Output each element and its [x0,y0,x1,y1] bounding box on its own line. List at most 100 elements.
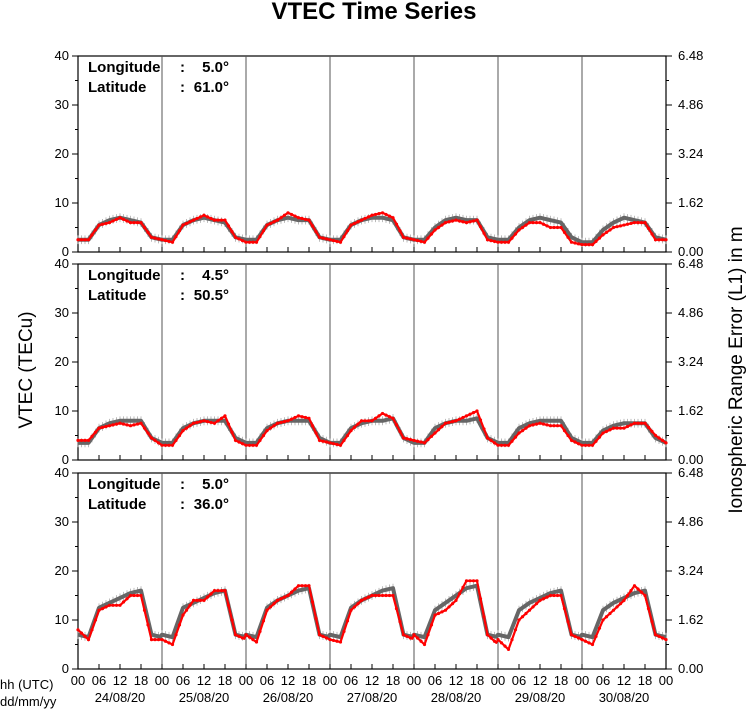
latitude-colon: : [180,287,185,304]
observed-point [499,641,504,645]
longitude-value: 4.5° [202,267,229,284]
date-tick-label: 24/08/20 [95,690,146,705]
observed-point [181,223,185,227]
observed-point [618,602,623,606]
observed-point [121,422,126,426]
observed-point [566,235,570,239]
observed-point [513,628,518,632]
observed-point [562,429,567,433]
observed-point [615,426,619,430]
observed-point [363,597,367,601]
observed-point [205,215,210,219]
observed-point [240,442,245,446]
observed-point [139,421,143,425]
observed-point [163,443,168,447]
observed-point [608,228,612,232]
observed-point [436,225,441,230]
observed-point [429,623,434,627]
observed-point [321,236,325,240]
observed-point [541,597,546,601]
observed-point [524,611,528,616]
observed-point [324,440,329,444]
longitude-colon: : [180,59,185,76]
y-tick-label: 20 [55,146,69,161]
y-tick-label-right: 0.00 [678,452,703,467]
observed-point [587,243,591,247]
hour-tick-label: 06 [428,673,442,688]
observed-point [639,221,644,225]
observed-point [573,440,577,444]
observed-point [289,590,294,594]
observed-point [209,216,213,221]
y-tick-label-right: 0.00 [678,244,703,259]
observed-point [303,217,308,221]
observed-point [601,233,605,237]
observed-point [177,229,182,233]
observed-point [625,222,630,226]
hour-tick-label: 18 [554,673,568,688]
observed-point [191,218,196,222]
observed-point [380,593,385,598]
y-tick-label: 30 [55,97,69,112]
observed-point [499,443,504,447]
observed-point [457,592,462,596]
observed-point [114,422,119,426]
observed-point [377,593,381,598]
observed-point [118,216,122,220]
observed-point [426,437,430,442]
observed-point [149,235,154,239]
observed-point [503,240,507,244]
observed-point [496,638,500,642]
observed-point [569,633,574,637]
observed-point [125,219,129,223]
y-tick-label-right: 4.86 [678,97,703,112]
observed-point [419,639,423,643]
observed-point [503,443,507,447]
observed-point [496,240,500,244]
observed-point [209,592,213,596]
hour-tick-label: 12 [533,673,547,688]
hour-tick-label: 12 [197,673,211,688]
observed-point [349,608,353,612]
hour-tick-label: 12 [281,673,295,688]
observed-point [632,584,637,588]
observed-point [121,600,126,604]
y-tick-label-right: 3.24 [678,146,703,161]
observed-point [618,224,623,228]
observed-point [359,419,364,423]
observed-point [202,213,206,217]
observed-point [314,616,318,620]
hour-tick-label: 00 [659,673,673,688]
date-tick-label: 26/08/20 [263,690,314,705]
observed-point [128,593,133,598]
observed-point [576,636,581,640]
observed-point [408,237,413,241]
observed-point [352,221,357,226]
observed-point [345,619,350,623]
observed-point [622,598,626,603]
y-tick-label: 0 [62,244,69,259]
observed-point [517,618,521,622]
observed-point [132,221,136,225]
observed-point [181,429,185,433]
observed-point [590,642,595,647]
observed-point [202,598,206,603]
observed-point [244,240,248,244]
observed-point [601,618,605,622]
observed-point [384,593,388,598]
observed-point [100,222,105,226]
observed-point [142,426,147,430]
observed-point [482,231,486,235]
observed-point [258,234,262,239]
y-axis-label-left: VTEC (TECu) [16,311,37,428]
date-tick-label: 27/08/20 [347,690,398,705]
y-tick-label-right: 6.48 [678,48,703,63]
observed-point [275,218,280,222]
observed-point [233,633,238,637]
observed-point [611,225,616,230]
observed-point [111,603,115,607]
observed-point [541,222,546,226]
observed-point [443,221,448,225]
observed-point [622,426,626,430]
observed-point [576,242,581,246]
